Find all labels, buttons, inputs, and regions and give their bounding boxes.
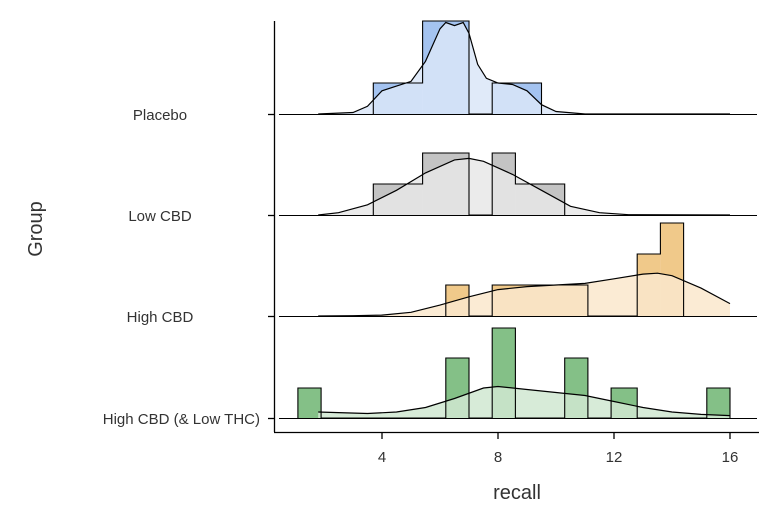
ridge-panels bbox=[279, 20, 757, 420]
y-tick-label-high-cbd-low-thc: High CBD (& Low THC) bbox=[103, 411, 260, 428]
density-line-high-cbd bbox=[318, 272, 731, 317]
density-line-low-cbd bbox=[318, 157, 731, 216]
x-axis-title: recall bbox=[493, 482, 541, 504]
y-tick-label-low-cbd: Low CBD bbox=[128, 208, 192, 225]
density-line-placebo bbox=[318, 21, 730, 115]
y-tick-label-high-cbd: High CBD bbox=[127, 309, 194, 326]
x-tick-label-8: 8 bbox=[494, 449, 502, 466]
axes bbox=[273, 21, 759, 434]
ridge-high-cbd-low-thc bbox=[279, 327, 757, 420]
x-ticks: 4 8 12 16 bbox=[378, 433, 739, 466]
histogram-bar-high-cbd-low-thc-0 bbox=[297, 388, 322, 418]
x-tick-label-4: 4 bbox=[378, 449, 386, 466]
ridge-low-cbd bbox=[279, 152, 757, 217]
x-tick-label-16: 16 bbox=[722, 449, 739, 466]
histogram-outline-placebo bbox=[372, 20, 543, 115]
density-area-high-cbd-low-thc bbox=[318, 386, 730, 418]
ridge-high-cbd bbox=[279, 222, 757, 318]
density-area-placebo bbox=[318, 22, 730, 114]
x-tick-label-12: 12 bbox=[606, 449, 623, 466]
histogram-outline-high-cbd bbox=[445, 222, 685, 317]
histogram-bar-high-cbd-low-thc-10 bbox=[706, 388, 730, 418]
density-area-high-cbd bbox=[318, 273, 730, 316]
density-area-low-cbd bbox=[318, 158, 730, 215]
density-line-high-cbd-low-thc bbox=[318, 385, 731, 417]
y-axis-title: Group bbox=[25, 201, 47, 257]
ridge-placebo bbox=[279, 20, 757, 116]
y-ticks: Placebo Low CBD High CBD High CBD (& Low TH… bbox=[103, 107, 274, 428]
y-tick-label-placebo: Placebo bbox=[133, 107, 187, 124]
